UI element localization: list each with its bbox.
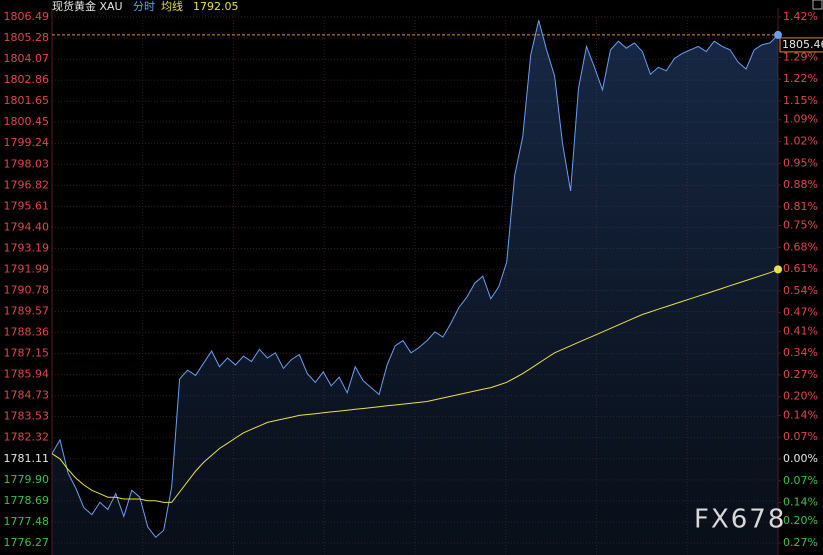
y2-tick-label: 0.81% xyxy=(783,200,818,213)
area xyxy=(52,20,778,555)
price-label-box xyxy=(779,37,823,53)
y-tick-label: 1799.24 xyxy=(4,136,50,149)
y-tick-label: 1779.90 xyxy=(4,473,50,486)
y-tick-label: 1788.36 xyxy=(4,326,50,339)
legend-entry: 均线 xyxy=(161,0,183,13)
y-tick-label: 1784.73 xyxy=(4,389,50,402)
y2-tick-label: 1.15% xyxy=(783,94,818,107)
y-tick-label: 1798.03 xyxy=(4,157,50,170)
y-tick-label: 1791.99 xyxy=(4,262,50,275)
price-label: 1805.46 xyxy=(782,38,823,51)
y2-tick-label: 0.07% xyxy=(783,430,818,443)
y2-tick-label: 0.20% xyxy=(783,390,818,403)
y-tick-label: 1802.86 xyxy=(4,73,50,86)
y2-tick-label: 0.27% xyxy=(783,368,818,381)
y-tick-label: 1793.19 xyxy=(4,241,50,254)
y-tick-label: 1783.53 xyxy=(4,410,50,423)
y-tick-label: 1794.40 xyxy=(4,220,50,233)
y-tick-label: 1777.48 xyxy=(4,515,50,528)
y2-tick-label: 1.02% xyxy=(783,134,818,147)
y-tick-label: 1796.82 xyxy=(4,178,50,191)
y2-tick-label: 0.75% xyxy=(783,219,818,232)
legend-entry: 分时 xyxy=(133,0,155,13)
y2-tick-label: 0.88% xyxy=(783,178,818,191)
y2-tick-label: 0.34% xyxy=(783,346,818,359)
ma-value: 1792.05 xyxy=(193,0,239,13)
series-line xyxy=(51,268,779,503)
y2-tick-label: 0.20% xyxy=(783,514,818,527)
watermark: FX678 xyxy=(694,505,786,535)
y2-tick-label: 0.14% xyxy=(783,408,818,421)
end-dot xyxy=(774,30,782,39)
y2-tick-label: 1.09% xyxy=(783,113,818,126)
y-tick-label: 1795.61 xyxy=(4,199,50,212)
y2-tick-label: 0.27% xyxy=(783,536,818,549)
y2-tick-label: 0.68% xyxy=(783,240,818,253)
y2-tick-label: 0.07% xyxy=(783,474,818,487)
y-tick-label: 1805.28 xyxy=(4,31,50,44)
y-tick-label: 1778.69 xyxy=(4,494,50,507)
end-dot xyxy=(774,265,782,274)
y-tick-label: 1776.27 xyxy=(4,536,50,549)
y-tick-label: 1804.07 xyxy=(4,52,50,65)
y2-tick-label: 0.41% xyxy=(783,324,818,337)
y-tick-label: 1806.49 xyxy=(4,10,50,23)
y2-tick-label: 0.61% xyxy=(783,262,818,275)
y-tick-label: 1800.45 xyxy=(4,115,50,128)
y-tick-label: 1781.11 xyxy=(4,452,50,465)
y-tick-label: 1801.65 xyxy=(4,94,50,107)
y2-tick-label: 0.00% xyxy=(783,452,818,465)
y-tick-label: 1790.78 xyxy=(4,283,50,296)
y2-tick-label: 0.14% xyxy=(783,496,818,509)
y2-tick-label: 0.95% xyxy=(783,156,818,169)
y2-tick-label: 0.54% xyxy=(783,284,818,297)
y-tick-label: 1789.57 xyxy=(4,305,50,318)
y2-tick-label: 1.29% xyxy=(783,50,818,63)
icon xyxy=(812,0,823,10)
chart-title: 现货黄金 XAU xyxy=(52,0,123,13)
y-tick-label: 1782.32 xyxy=(4,431,50,444)
y-tick-label: 1787.15 xyxy=(4,347,50,360)
y-tick-label: 1785.94 xyxy=(4,368,50,381)
series-line xyxy=(51,20,779,539)
y2-tick-label: 1.22% xyxy=(783,72,818,85)
y2-tick-label: 0.47% xyxy=(783,306,818,319)
y2-tick-label: 1.42% xyxy=(783,10,818,23)
